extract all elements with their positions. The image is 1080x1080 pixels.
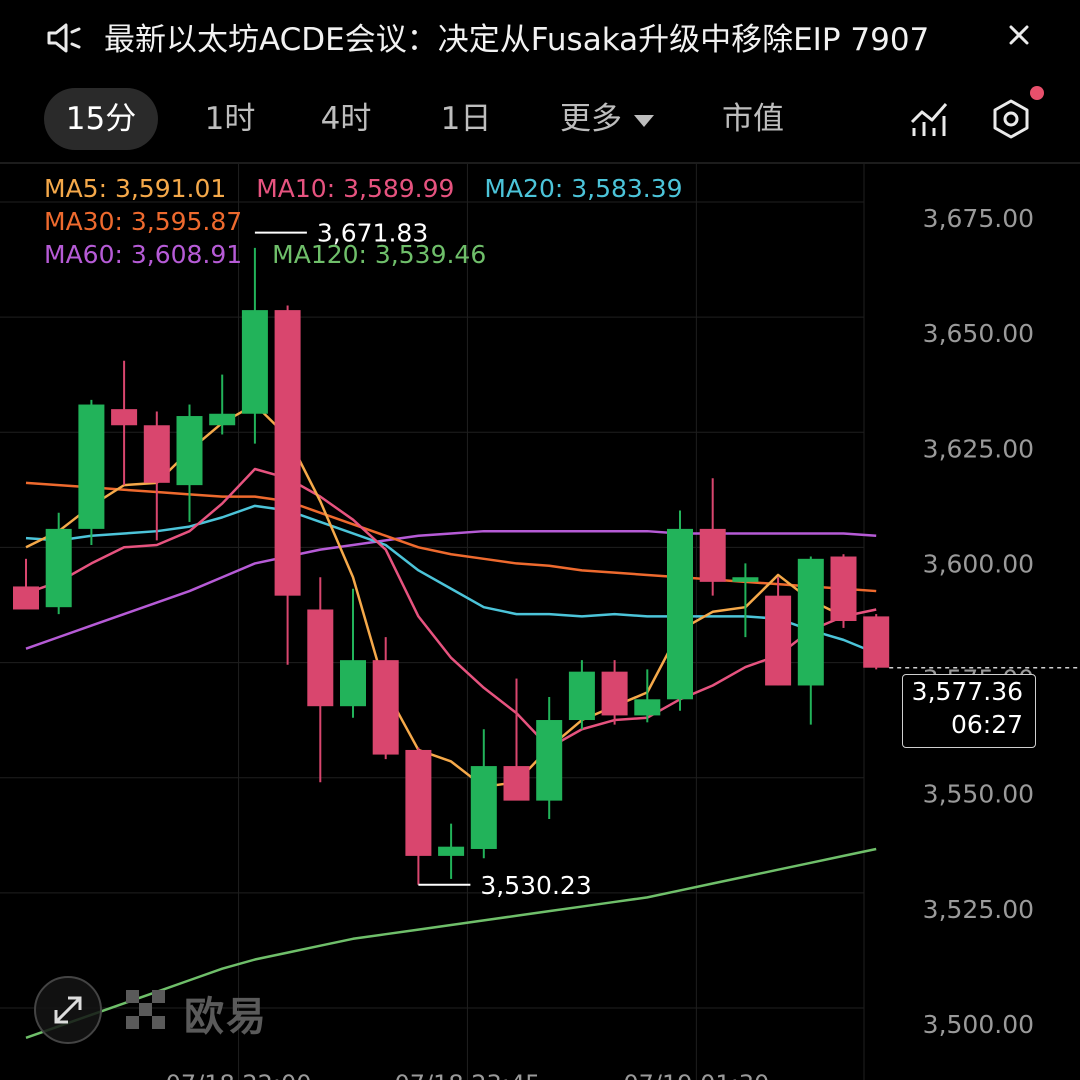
legend-ma20: MA20: 3,583.39: [484, 174, 683, 203]
candle-up: [667, 528, 693, 700]
indicator-icon[interactable]: [908, 98, 950, 140]
candle-up: [732, 577, 759, 582]
candle-up: [78, 404, 105, 529]
candle-down: [503, 766, 530, 801]
ma30-line: [25, 481, 877, 593]
news-headline[interactable]: 最新以太坊ACDE会议：决定从Fusaka升级中移除EIP 7907: [104, 22, 930, 58]
candle-up: [176, 416, 203, 486]
watermark-text: 欧易: [184, 994, 268, 1040]
candle-down: [863, 616, 890, 668]
candle-up: [797, 558, 824, 686]
candle-up: [470, 766, 497, 849]
tab-market-cap[interactable]: 市值: [722, 101, 784, 137]
top-bar: 最新以太坊ACDE会议：决定从Fusaka升级中移除EIP 7907: [0, 0, 1080, 72]
ma60-line: [25, 529, 877, 650]
legend-ma120: MA120: 3,539.46: [272, 240, 487, 269]
y-tick-label: 3,550.00: [923, 780, 1034, 809]
expand-button[interactable]: [34, 976, 102, 1044]
low-label: 3,530.23: [480, 871, 591, 900]
legend-ma60: MA60: 3,608.91: [44, 240, 243, 269]
candle-down: [274, 310, 301, 596]
candle-up: [568, 671, 595, 721]
interval-tabs: 15分 1时 4时 1日 更多 市值: [0, 84, 1080, 154]
current-price-box: 3,577.36 06:27: [902, 674, 1036, 748]
expand-icon: [54, 996, 82, 1024]
legend-ma5: MA5: 3,591.01: [44, 174, 227, 203]
ma10-line: [25, 467, 877, 749]
candle-down: [699, 528, 726, 582]
y-tick-label: 3,625.00: [923, 434, 1034, 463]
candle-up: [634, 699, 661, 716]
candle-down: [405, 749, 432, 856]
notification-dot: [1030, 86, 1044, 100]
legend-ma30: MA30: 3,595.87: [44, 207, 243, 236]
tab-15min[interactable]: 15分: [44, 88, 158, 150]
tab-1d[interactable]: 1日: [440, 101, 492, 137]
x-tick-label: 07/18 23:45: [394, 1070, 540, 1080]
candle-down: [111, 409, 138, 426]
tab-more-label: 更多: [560, 101, 622, 137]
candle-up: [536, 720, 563, 801]
y-tick-label: 3,675.00: [923, 204, 1034, 233]
candle-down: [13, 586, 39, 610]
speaker-icon[interactable]: [46, 20, 82, 56]
candle-up: [438, 846, 465, 856]
candle-down: [765, 595, 792, 686]
high-label: 3,671.83: [317, 219, 428, 248]
candle-up: [45, 528, 72, 608]
candle-up: [340, 660, 366, 707]
y-tick-label: 3,650.00: [923, 319, 1034, 348]
x-tick-label: 07/18 22:00: [166, 1070, 312, 1080]
y-tick-label: 3,600.00: [923, 549, 1034, 578]
candle-down: [601, 671, 628, 716]
candle-down: [143, 425, 170, 483]
tab-1h[interactable]: 1时: [204, 101, 256, 137]
ma120-line: [25, 847, 877, 1039]
close-icon[interactable]: [1004, 20, 1034, 50]
y-tick-label: 3,500.00: [923, 1010, 1034, 1039]
ma-legend: MA5: 3,591.01 MA10: 3,589.99 MA20: 3,583…: [44, 172, 924, 271]
tab-more[interactable]: 更多: [552, 88, 662, 150]
legend-ma10: MA10: 3,589.99: [256, 174, 455, 203]
candle-up: [209, 413, 236, 426]
ma20-line: [25, 504, 877, 655]
okx-logo-icon: [126, 990, 165, 1029]
current-price: 3,577.36: [911, 677, 1023, 706]
divider: [0, 162, 1080, 164]
x-tick-label: 07/19 01:30: [623, 1070, 769, 1080]
candle-down: [830, 556, 857, 621]
candle-up: [241, 310, 268, 414]
candle-down: [372, 660, 399, 755]
tab-4h[interactable]: 4时: [320, 101, 372, 137]
candle-down: [307, 609, 334, 707]
settings-hexagon-icon[interactable]: [990, 98, 1032, 140]
y-tick-label: 3,525.00: [923, 895, 1034, 924]
chevron-down-icon: [634, 114, 654, 127]
candle-countdown: 06:27: [950, 710, 1023, 739]
